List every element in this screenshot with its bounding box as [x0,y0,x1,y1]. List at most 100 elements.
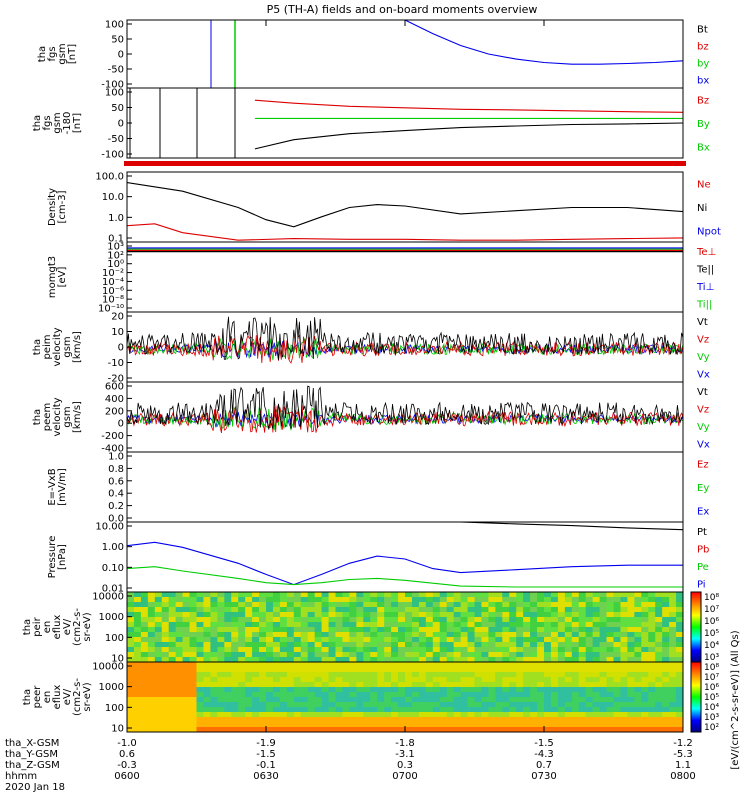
spec-cell [662,602,670,608]
spec-cell [259,682,267,688]
spec-cell [154,637,163,643]
spec-cell [189,622,197,628]
spec-cell [356,607,364,613]
spec-cell [537,697,545,703]
spec-cell [432,602,441,608]
spec-cell [196,667,204,673]
spec-cell [537,662,545,668]
spec-cell [530,632,538,638]
spec-cell [182,602,191,608]
spec-cell [578,627,587,633]
spec-cell [418,652,427,658]
spec-cell [377,642,385,648]
spec-cell [411,602,420,608]
spec-cell [335,632,343,638]
spec-cell [676,657,683,662]
spec-cell [425,652,434,658]
spec-cell [391,692,399,698]
spec-cell [377,707,385,713]
spec-cell [676,632,683,638]
spec-cell [453,632,462,638]
spec-cell [627,672,635,678]
spec-cell [391,697,399,703]
spec-cell [168,692,177,698]
spec-cell [370,637,378,643]
spec-cell [502,717,510,723]
spec-cell [509,712,517,718]
spec-cell [391,662,399,668]
spec-cell [446,597,455,603]
spec-cell [314,687,323,693]
spec-cell [349,662,357,668]
spec-cell [460,612,469,618]
y-tick-label: 10 [111,327,124,338]
spec-cell [196,672,204,678]
spec-cell [425,607,434,613]
spec-cell [356,727,364,732]
spec-cell [307,607,316,613]
spec-cell [648,657,656,662]
spec-cell [342,622,350,628]
spec-cell [370,602,378,608]
spec-cell [127,642,135,648]
spec-cell [467,602,475,608]
spec-cell [377,617,385,623]
spec-cell [641,657,649,662]
spec-cell [592,597,601,603]
spec-cell [669,622,677,628]
spec-cell [669,657,677,662]
spec-cell [676,727,683,732]
spec-cell [147,712,156,718]
spec-cell [418,707,427,713]
spec-cell [578,717,587,723]
spec-cell [210,592,218,598]
spec-cell [592,662,601,668]
spec-cell [224,647,232,653]
spec-cell [272,627,281,633]
spec-cell [467,717,475,723]
spec-cell [627,592,635,598]
spec-cell [523,667,531,673]
spec-cell [425,682,434,688]
spec-cell [460,702,469,708]
spec-cell [585,702,594,708]
spec-cell [127,632,135,638]
spec-cell [328,682,336,688]
spec-cell [474,727,482,732]
spec-cell [620,602,628,608]
spec-cell [203,637,211,643]
spec-cell [467,707,475,713]
spec-cell [467,682,475,688]
y-axis-label: en [42,621,53,634]
spec-cell [224,662,232,668]
spec-cell [634,657,642,662]
spec-cell [432,632,441,638]
spec-cell [606,687,614,693]
spec-cell [453,647,462,653]
spec-cell [405,657,413,662]
spec-cell [564,612,573,618]
spec-cell [669,637,677,643]
spec-cell [620,607,628,613]
spec-cell [439,642,448,648]
spec-cell [411,637,420,643]
spec-cell [210,677,218,683]
spec-cell [168,637,177,643]
spec-cell [314,672,323,678]
spec-cell [279,667,288,673]
spec-cell [544,612,552,618]
spec-cell [550,697,559,703]
spec-cell [641,677,649,683]
spec-cell [328,672,336,678]
spec-cell [398,617,406,623]
spec-cell [550,657,559,662]
y-tick-label: 10.0 [102,192,124,203]
spec-cell [314,647,323,653]
spec-cell [571,672,580,678]
spec-cell [439,677,448,683]
spec-cell [196,682,204,688]
spec-cell [182,642,191,648]
spec-cell [620,617,628,623]
spec-cell [286,647,295,653]
spec-cell [182,652,191,658]
